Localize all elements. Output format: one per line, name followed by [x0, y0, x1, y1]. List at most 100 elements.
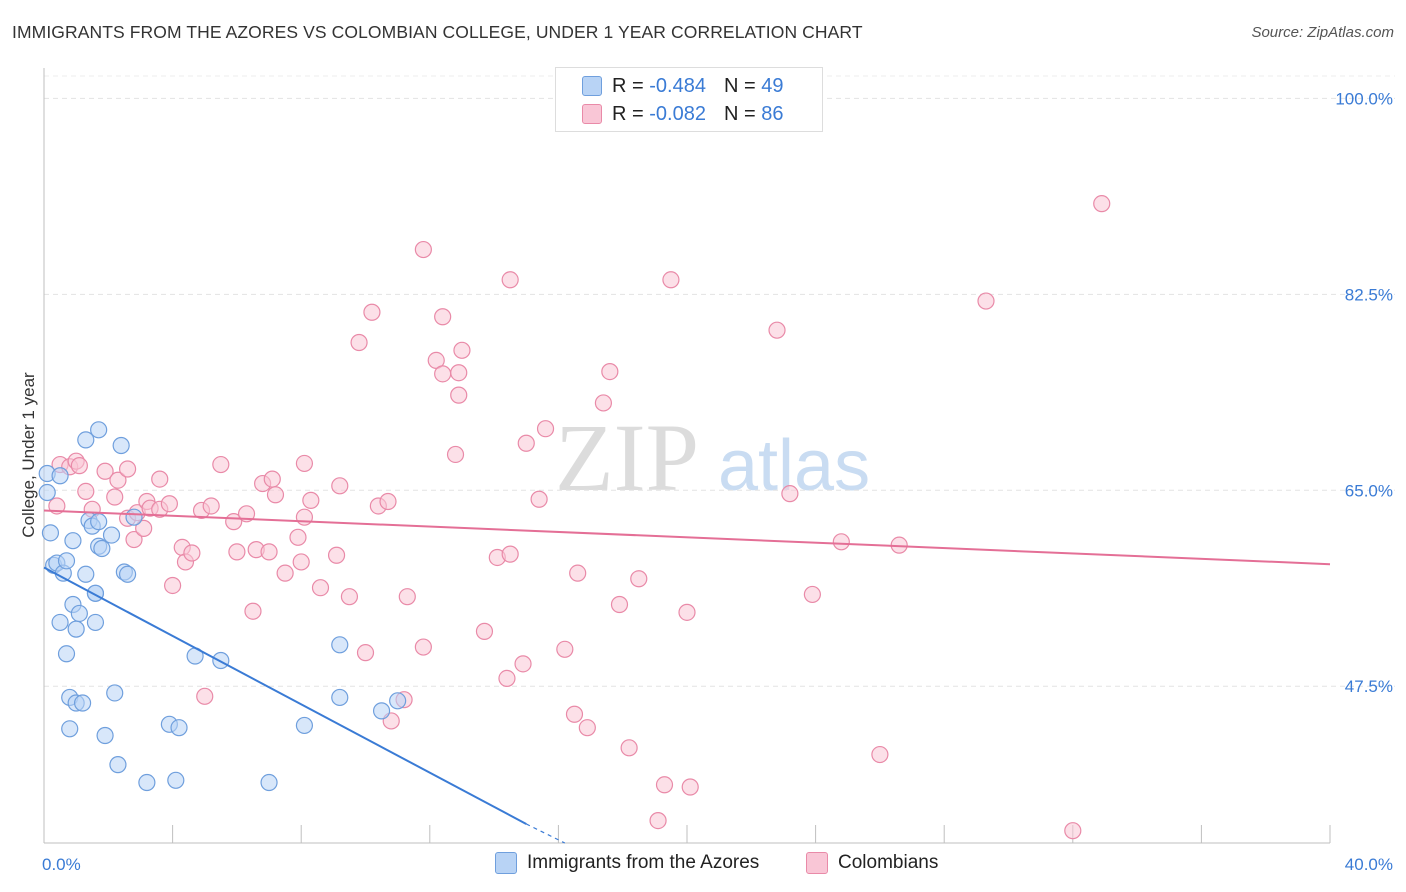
data-point-colombians: [295, 508, 314, 526]
data-points: [38, 195, 1111, 840]
data-point-colombians: [620, 739, 638, 757]
data-point-azores: [295, 716, 314, 735]
data-point-colombians: [1093, 195, 1111, 213]
legend-r-value-azores: -0.484: [649, 74, 706, 97]
data-point-colombians: [678, 603, 696, 621]
y-tick-label: 82.5%: [1345, 285, 1393, 304]
data-point-azores: [90, 513, 108, 531]
x-tick-label: 0.0%: [42, 855, 81, 874]
data-point-azores: [61, 720, 79, 738]
data-point-colombians: [610, 595, 629, 614]
data-point-colombians: [1064, 822, 1082, 840]
data-point-colombians: [276, 564, 294, 582]
gridlines: [44, 75, 1395, 687]
legend-r-label: R =: [612, 74, 644, 97]
x-tick-labels: 0.0% 40.0%: [42, 855, 1393, 874]
data-point-colombians: [871, 745, 889, 764]
series-swatch-azores: [495, 852, 517, 874]
data-point-colombians: [398, 588, 416, 606]
series-label-azores: Immigrants from the Azores: [527, 852, 760, 873]
data-point-colombians: [530, 490, 548, 508]
data-point-azores: [57, 645, 76, 663]
data-point-colombians: [160, 495, 178, 513]
data-point-azores: [109, 756, 127, 774]
trend-lines: [43, 509, 1331, 844]
axes: [43, 68, 1331, 844]
data-point-colombians: [196, 687, 214, 705]
data-point-colombians: [498, 669, 516, 688]
data-point-azores: [77, 565, 95, 583]
data-point-colombians: [630, 570, 648, 588]
source-credit: Source: ZipAtlas.com: [1251, 24, 1394, 41]
watermark-zip: ZIP: [555, 404, 699, 511]
data-point-azores: [90, 421, 108, 439]
data-point-colombians: [96, 462, 114, 480]
series-label-colombians: Colombians: [838, 852, 939, 873]
data-point-colombians: [601, 363, 619, 381]
data-point-colombians: [832, 533, 850, 551]
data-point-colombians: [311, 579, 330, 597]
data-point-colombians: [109, 471, 127, 489]
data-point-colombians: [414, 240, 432, 259]
data-point-azores: [118, 565, 137, 583]
data-point-colombians: [212, 455, 230, 474]
data-point-azores: [41, 524, 60, 542]
legend-swatch-colombians: [582, 104, 602, 124]
data-point-colombians: [977, 292, 995, 310]
legend-n-label: N =: [723, 102, 756, 125]
data-point-colombians: [803, 585, 821, 604]
data-point-colombians: [434, 365, 452, 383]
legend-n-label: N =: [723, 74, 756, 97]
data-point-azores: [67, 620, 85, 638]
data-point-colombians: [350, 333, 368, 352]
data-point-colombians: [594, 394, 613, 412]
data-point-colombians: [356, 644, 375, 662]
legend-n-value-azores: 49: [761, 74, 784, 97]
data-point-azores: [77, 431, 95, 449]
watermark: ZIP atlas: [555, 404, 870, 511]
y-axis-label: College, Under 1 year: [19, 372, 38, 538]
data-point-colombians: [569, 564, 587, 582]
data-point-azores: [96, 726, 114, 745]
data-point-colombians: [292, 553, 310, 571]
y-tick-label: 47.5%: [1345, 677, 1393, 696]
data-point-azores: [102, 526, 121, 544]
x-tick-label: 40.0%: [1345, 855, 1393, 874]
data-point-colombians: [501, 545, 519, 563]
data-point-azores: [125, 508, 143, 526]
data-point-colombians: [244, 602, 262, 620]
data-point-colombians: [202, 497, 220, 515]
data-point-colombians: [681, 778, 699, 796]
data-point-azores: [389, 692, 407, 710]
data-point-colombians: [649, 812, 667, 830]
data-point-colombians: [781, 485, 799, 503]
data-point-colombians: [340, 588, 359, 606]
data-point-colombians: [70, 457, 88, 475]
series-legend: Immigrants from the Azores Colombians: [0, 852, 1406, 878]
data-point-azores: [93, 539, 111, 558]
data-point-azores: [51, 467, 69, 485]
data-point-colombians: [556, 640, 574, 658]
data-point-colombians: [475, 622, 494, 640]
data-point-colombians: [363, 303, 381, 321]
data-point-colombians: [578, 719, 596, 737]
data-point-colombians: [228, 543, 246, 561]
data-point-colombians: [517, 434, 535, 452]
series-legend-azores: Immigrants from the Azores: [495, 852, 759, 874]
trend-line-azores: [43, 566, 527, 825]
data-point-azores: [51, 613, 69, 632]
y-tick-label: 65.0%: [1345, 481, 1393, 500]
data-point-colombians: [768, 321, 786, 339]
legend-row-azores: R = -0.484 N = 49: [582, 74, 783, 98]
data-point-azores: [73, 694, 92, 712]
data-point-colombians: [446, 445, 465, 464]
data-point-colombians: [327, 546, 346, 564]
y-tick-label: 100.0%: [1335, 89, 1393, 108]
data-point-azores: [64, 532, 82, 550]
trend-line-colombians: [43, 509, 1331, 566]
data-point-azores: [70, 604, 88, 623]
data-point-azores: [138, 773, 156, 792]
data-point-colombians: [662, 271, 680, 289]
data-point-azores: [331, 636, 349, 654]
